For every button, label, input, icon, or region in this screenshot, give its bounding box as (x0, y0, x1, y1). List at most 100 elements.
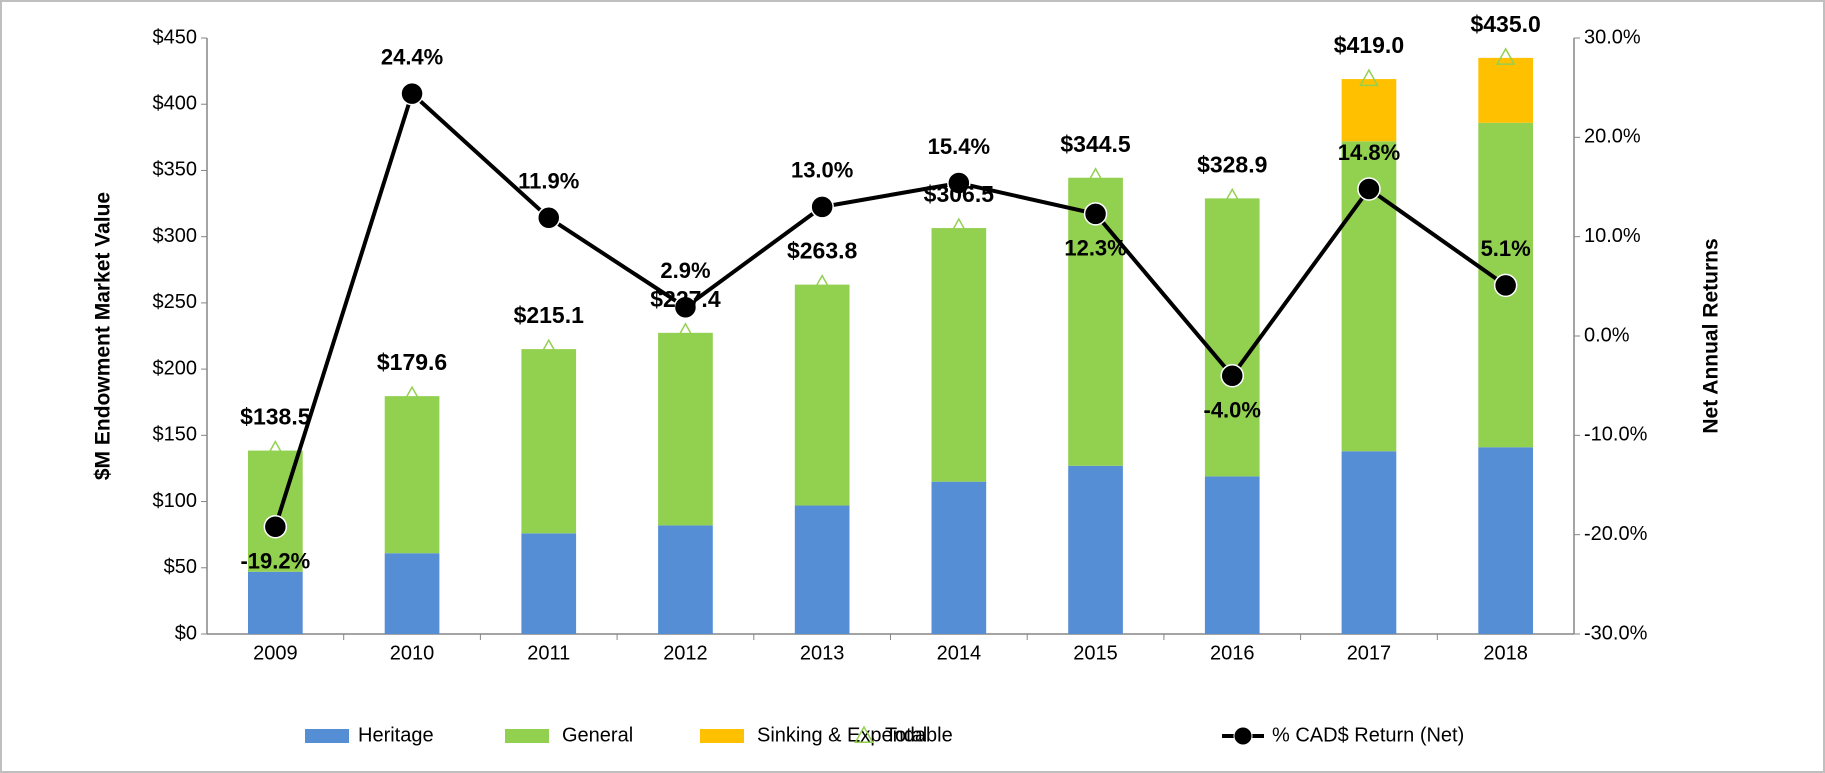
bar-segment (794, 284, 850, 506)
bar-segment (384, 553, 440, 634)
legend-swatch (505, 729, 549, 743)
bar-segment (248, 571, 303, 634)
total-label: $306.5 (924, 181, 995, 207)
y2-tick-label: 30.0% (1584, 26, 1641, 48)
return-point (263, 514, 288, 539)
y2-tick-label: 0.0% (1584, 324, 1630, 346)
bar-segment (384, 396, 440, 554)
return-point (400, 81, 424, 106)
bar-segment (1068, 177, 1123, 466)
legend-swatch (700, 729, 744, 743)
return-point (810, 195, 834, 219)
y-tick-label: $300 (153, 225, 198, 247)
total-marker (1085, 167, 1106, 185)
y-tick-label: $200 (153, 357, 198, 379)
x-tick-label: 2018 (1483, 642, 1528, 664)
legend-label: % CAD$ Return (Net) (1272, 724, 1464, 746)
x-tick-label: 2013 (800, 642, 845, 664)
y-tick-label: $450 (153, 26, 198, 48)
bar-segment (658, 525, 713, 634)
return-label: 13.0% (791, 158, 853, 183)
return-label: 11.9% (518, 169, 579, 194)
bar-segment (658, 332, 713, 526)
y2-tick-label: -10.0% (1584, 424, 1648, 446)
x-tick-label: 2016 (1210, 642, 1255, 664)
y-tick-label: $50 (164, 556, 197, 578)
total-label: $344.5 (1060, 131, 1131, 157)
total-label: $227.4 (650, 286, 721, 312)
x-tick-label: 2010 (390, 642, 435, 664)
legend-swatch (854, 725, 874, 744)
total-marker (402, 385, 422, 404)
total-label: $435.0 (1470, 11, 1540, 37)
return-label: 5.1% (1481, 236, 1531, 261)
bar-segment (1341, 79, 1397, 142)
return-point (1083, 202, 1108, 226)
y-tick-label: $350 (153, 159, 198, 181)
bar-segment (1204, 476, 1260, 634)
return-point (673, 295, 698, 319)
total-marker (949, 217, 969, 236)
x-tick-label: 2015 (1073, 642, 1118, 664)
x-tick-label: 2009 (253, 642, 298, 664)
total-label: $263.8 (787, 238, 858, 264)
x-tick-label: 2012 (663, 642, 708, 664)
bar-segment (1478, 57, 1533, 123)
bar-segment (931, 481, 987, 634)
return-label: 15.4% (928, 134, 990, 159)
y2-tick-label: 10.0% (1584, 225, 1641, 247)
total-label: $138.5 (240, 404, 311, 430)
bar-segment (1341, 451, 1397, 634)
return-line (273, 90, 1507, 528)
legend-label: Sinking & Expendable (757, 724, 953, 746)
total-marker (1222, 187, 1243, 206)
total-marker (265, 440, 286, 458)
bar-segment (1204, 198, 1260, 477)
y-axis-title: $M Endowment Market Value (92, 192, 115, 480)
return-label: 24.4% (381, 44, 443, 69)
legend-label: Total (885, 724, 927, 746)
total-marker (812, 274, 832, 292)
legend-label: Heritage (358, 724, 434, 746)
legend-label: General (562, 724, 633, 746)
y2-tick-label: -20.0% (1584, 523, 1648, 545)
return-label: 2.9% (660, 258, 710, 283)
return-point (537, 206, 561, 230)
bar-segment (1068, 465, 1123, 634)
bar-segment (931, 228, 987, 482)
total-label: $179.6 (377, 349, 447, 375)
return-point (1493, 273, 1518, 298)
bar-segment (1478, 447, 1533, 634)
legend-swatch (305, 729, 349, 743)
bar-segment (521, 533, 577, 634)
return-label: 12.3% (1064, 236, 1126, 261)
y-tick-label: $0 (175, 622, 197, 644)
total-marker (1359, 68, 1379, 87)
total-marker (675, 322, 696, 340)
bar-segment (521, 349, 577, 534)
total-marker (1495, 47, 1516, 65)
y-tick-label: $250 (153, 291, 198, 313)
total-marker (538, 338, 559, 357)
y2-tick-label: -30.0% (1584, 622, 1648, 644)
total-label: $419.0 (1334, 32, 1404, 58)
return-label: -4.0% (1204, 398, 1261, 423)
return-point (1220, 363, 1244, 388)
y-tick-label: $150 (153, 424, 198, 446)
x-tick-label: 2014 (937, 642, 982, 664)
x-tick-label: 2011 (527, 642, 570, 664)
total-label: $215.1 (514, 302, 585, 328)
y2-axis-title: Net Annual Returns (1700, 238, 1723, 433)
total-label: $328.9 (1197, 151, 1267, 177)
return-point (947, 171, 971, 195)
legend-swatch (1233, 726, 1253, 746)
return-point (1357, 177, 1381, 201)
y2-tick-label: 20.0% (1584, 126, 1641, 148)
return-label: -19.2% (240, 549, 310, 574)
y-tick-label: $400 (153, 93, 198, 115)
bar-segment (794, 505, 850, 634)
x-tick-label: 2017 (1347, 642, 1392, 664)
y-tick-label: $100 (153, 490, 198, 512)
return-label: 14.8% (1338, 140, 1400, 165)
